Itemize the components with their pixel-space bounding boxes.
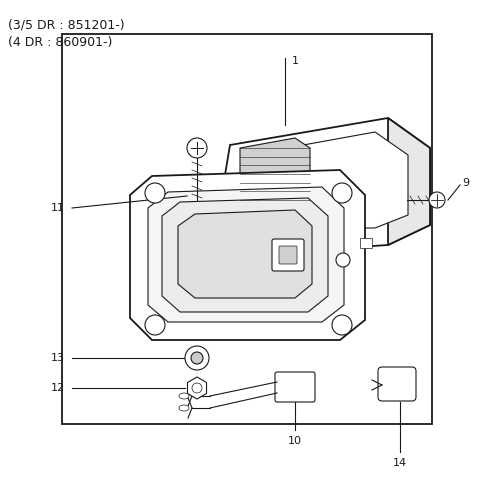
Circle shape (185, 346, 209, 370)
FancyBboxPatch shape (279, 246, 297, 264)
Circle shape (191, 352, 203, 364)
Circle shape (332, 315, 352, 335)
Ellipse shape (179, 393, 189, 399)
Text: 12: 12 (51, 383, 65, 393)
Text: 10: 10 (288, 436, 302, 446)
Circle shape (145, 315, 165, 335)
Text: 9: 9 (462, 178, 469, 188)
Polygon shape (130, 170, 365, 340)
Polygon shape (240, 138, 310, 200)
Bar (62, 34, 432, 424)
Polygon shape (178, 210, 312, 298)
Text: (3/5 DR : 851201-): (3/5 DR : 851201-) (8, 18, 125, 31)
Circle shape (332, 183, 352, 203)
Circle shape (336, 253, 350, 267)
FancyBboxPatch shape (272, 239, 304, 271)
Polygon shape (232, 132, 408, 228)
Polygon shape (188, 377, 206, 399)
Circle shape (145, 183, 165, 203)
FancyBboxPatch shape (275, 372, 315, 402)
Polygon shape (388, 118, 430, 245)
Bar (360, 238, 372, 248)
Text: (4 DR : 860901-): (4 DR : 860901-) (8, 36, 112, 49)
Circle shape (187, 138, 207, 158)
Text: 13: 13 (51, 353, 65, 363)
Text: 1: 1 (292, 56, 299, 66)
Text: 11: 11 (51, 203, 65, 213)
Polygon shape (215, 118, 430, 255)
Text: 14: 14 (393, 458, 407, 468)
Polygon shape (148, 187, 344, 322)
Ellipse shape (179, 405, 189, 411)
Circle shape (429, 192, 445, 208)
Polygon shape (162, 198, 328, 312)
FancyBboxPatch shape (378, 367, 416, 401)
Circle shape (192, 383, 202, 393)
